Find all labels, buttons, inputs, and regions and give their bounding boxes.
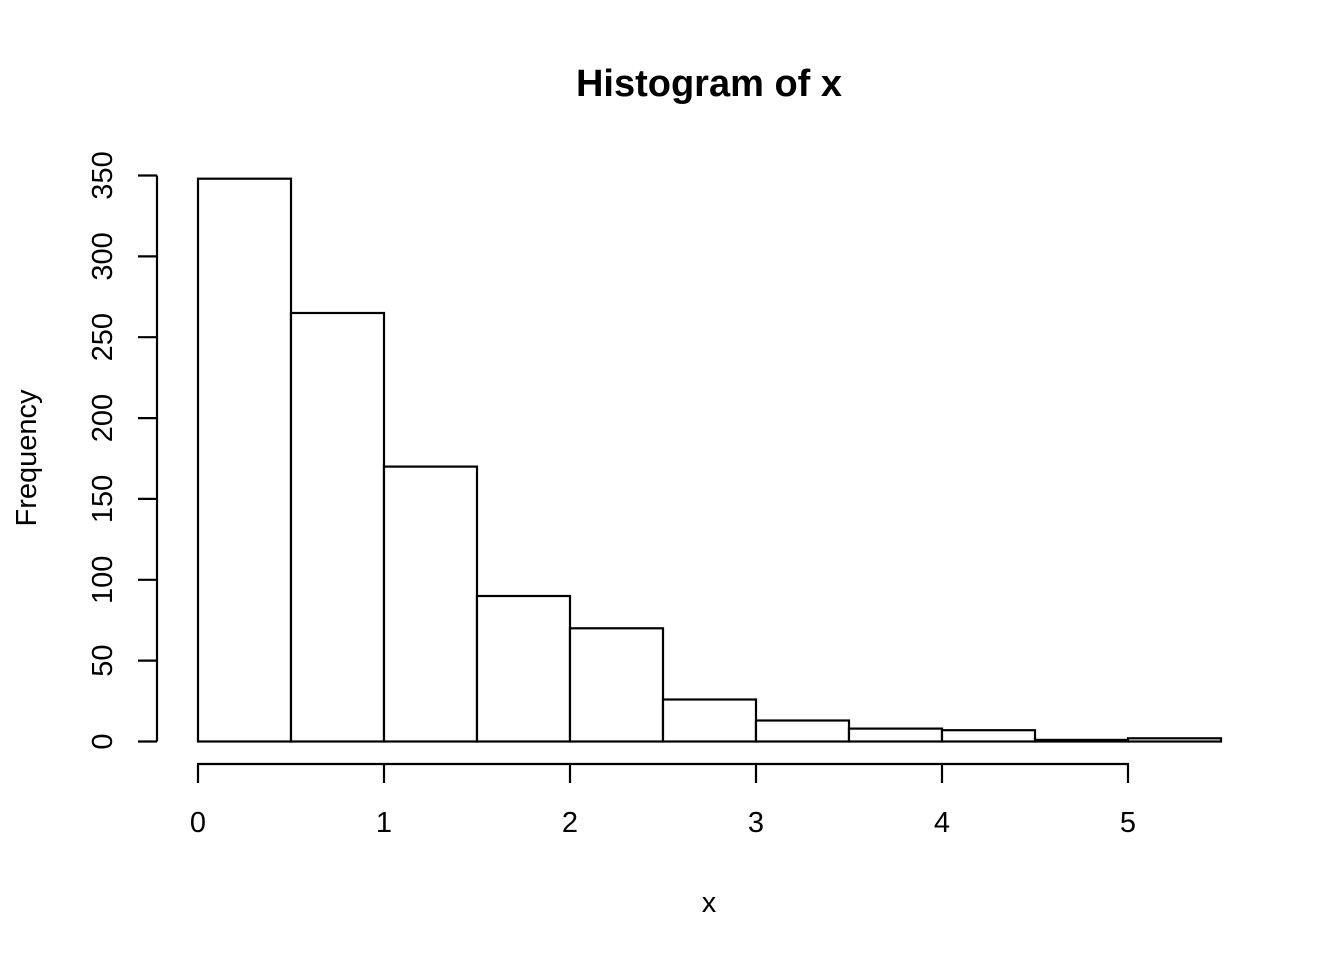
y-axis-tick-label: 100 bbox=[87, 556, 119, 604]
x-axis-tick-label: 5 bbox=[1120, 807, 1136, 839]
bars-layer bbox=[196, 177, 1223, 743]
x-axis-label: x bbox=[702, 887, 717, 919]
chart-title: Histogram of x bbox=[576, 63, 842, 105]
y-axis-tick-label: 300 bbox=[87, 232, 119, 280]
histogram-bar bbox=[475, 594, 572, 743]
x-axis-tick-label: 1 bbox=[376, 807, 392, 839]
histogram-bar bbox=[847, 727, 944, 743]
histogram-bar bbox=[940, 729, 1037, 743]
histogram-bar bbox=[1126, 737, 1223, 743]
y-axis-tick-label: 0 bbox=[87, 733, 119, 749]
histogram-bar bbox=[382, 465, 479, 743]
x-axis-tick-label: 4 bbox=[934, 807, 950, 839]
y-axis-tick-label: 200 bbox=[87, 394, 119, 442]
x-axis-tick-label: 2 bbox=[562, 807, 578, 839]
histogram-bar bbox=[289, 311, 386, 743]
y-axis-tick-label: 350 bbox=[87, 151, 119, 199]
y-axis-tick-label: 250 bbox=[87, 313, 119, 361]
y-axis-tick-label: 150 bbox=[87, 475, 119, 523]
histogram-bar bbox=[1033, 738, 1130, 743]
y-axis-tick-label: 50 bbox=[87, 644, 119, 676]
x-axis-tick-label: 3 bbox=[748, 807, 764, 839]
x-axis-tick-label: 0 bbox=[190, 807, 206, 839]
histogram-bar bbox=[661, 698, 758, 743]
histogram-bar bbox=[754, 719, 851, 743]
axes-layer: 0 50 100 150 200 250 300 350 0 1 2 3 4 5 bbox=[87, 151, 1136, 839]
histogram-bar bbox=[196, 177, 293, 743]
histogram-bar bbox=[568, 627, 665, 743]
y-axis-label: Frequency bbox=[11, 389, 43, 527]
